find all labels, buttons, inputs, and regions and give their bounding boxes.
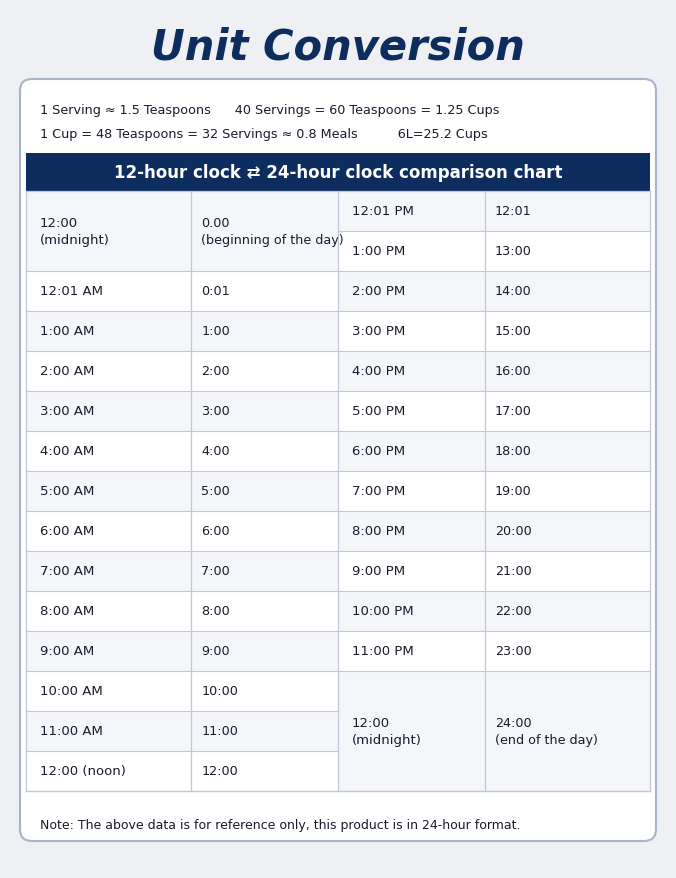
Bar bbox=[26, 471, 338, 511]
Text: 1 Serving ≈ 1.5 Teaspoons      40 Servings = 60 Teaspoons = 1.25 Cups: 1 Serving ≈ 1.5 Teaspoons 40 Servings = … bbox=[40, 104, 500, 117]
Text: 15:00: 15:00 bbox=[495, 325, 531, 338]
Text: 1:00 AM: 1:00 AM bbox=[40, 325, 95, 338]
Text: 1:00: 1:00 bbox=[201, 325, 230, 338]
Text: 12:01 AM: 12:01 AM bbox=[40, 285, 103, 299]
Bar bbox=[26, 591, 338, 631]
Text: 2:00: 2:00 bbox=[201, 365, 230, 378]
Bar bbox=[338, 551, 650, 591]
Bar bbox=[338, 312, 650, 351]
Bar bbox=[26, 752, 338, 791]
Text: 16:00: 16:00 bbox=[495, 365, 531, 378]
Text: 1 Cup = 48 Teaspoons = 32 Servings ≈ 0.8 Meals          6L=25.2 Cups: 1 Cup = 48 Teaspoons = 32 Servings ≈ 0.8… bbox=[40, 128, 488, 140]
Text: 24:00
(end of the day): 24:00 (end of the day) bbox=[495, 716, 598, 746]
Bar bbox=[338, 271, 650, 312]
Text: 4:00 PM: 4:00 PM bbox=[352, 365, 405, 378]
Bar bbox=[338, 232, 650, 271]
Text: 4:00: 4:00 bbox=[201, 445, 230, 458]
Bar bbox=[338, 511, 650, 551]
Text: 2:00 PM: 2:00 PM bbox=[352, 285, 405, 299]
Text: 21:00: 21:00 bbox=[495, 565, 531, 578]
Text: 3:00: 3:00 bbox=[201, 405, 230, 418]
Bar bbox=[26, 672, 338, 711]
Text: 22:00: 22:00 bbox=[495, 605, 531, 618]
Bar bbox=[338, 672, 650, 791]
Text: 10:00: 10:00 bbox=[201, 685, 238, 698]
Bar bbox=[26, 631, 338, 672]
Text: 8:00 AM: 8:00 AM bbox=[40, 605, 94, 618]
Text: Note: The above data is for reference only, this product is in 24-hour format.: Note: The above data is for reference on… bbox=[40, 818, 521, 831]
Bar bbox=[338, 471, 650, 511]
Bar bbox=[26, 711, 338, 752]
Text: 19:00: 19:00 bbox=[495, 485, 531, 498]
Text: 6:00 PM: 6:00 PM bbox=[352, 445, 405, 458]
Text: 5:00 AM: 5:00 AM bbox=[40, 485, 95, 498]
Text: 11:00 AM: 11:00 AM bbox=[40, 724, 103, 738]
Text: 0:01: 0:01 bbox=[201, 285, 230, 299]
Text: 8:00 PM: 8:00 PM bbox=[352, 525, 405, 538]
Bar bbox=[26, 431, 338, 471]
Bar bbox=[26, 392, 338, 431]
Bar bbox=[338, 631, 650, 672]
Bar bbox=[26, 154, 650, 191]
Text: 17:00: 17:00 bbox=[495, 405, 531, 418]
Text: 12:01 PM: 12:01 PM bbox=[352, 205, 414, 219]
Text: 5:00 PM: 5:00 PM bbox=[352, 405, 405, 418]
Text: 6:00 AM: 6:00 AM bbox=[40, 525, 94, 538]
Bar bbox=[26, 271, 338, 312]
Text: 7:00: 7:00 bbox=[201, 565, 230, 578]
Text: 13:00: 13:00 bbox=[495, 245, 531, 258]
Text: 11:00 PM: 11:00 PM bbox=[352, 644, 414, 658]
Text: Unit Conversion: Unit Conversion bbox=[151, 27, 525, 68]
Text: 18:00: 18:00 bbox=[495, 445, 531, 458]
Text: 2:00 AM: 2:00 AM bbox=[40, 365, 95, 378]
Text: 7:00 PM: 7:00 PM bbox=[352, 485, 405, 498]
Bar bbox=[338, 591, 650, 631]
Text: 8:00: 8:00 bbox=[201, 605, 230, 618]
Text: 10:00 PM: 10:00 PM bbox=[352, 605, 414, 618]
Bar bbox=[338, 431, 650, 471]
Text: 10:00 AM: 10:00 AM bbox=[40, 685, 103, 698]
Text: 5:00: 5:00 bbox=[201, 485, 230, 498]
Bar bbox=[338, 191, 650, 232]
Text: 3:00 AM: 3:00 AM bbox=[40, 405, 95, 418]
FancyBboxPatch shape bbox=[20, 80, 656, 841]
Text: 4:00 AM: 4:00 AM bbox=[40, 445, 94, 458]
Text: 12:00
(midnight): 12:00 (midnight) bbox=[352, 716, 422, 746]
Text: 12:01: 12:01 bbox=[495, 205, 531, 219]
Text: 12:00 (noon): 12:00 (noon) bbox=[40, 765, 126, 778]
Text: 3:00 PM: 3:00 PM bbox=[352, 325, 405, 338]
Bar bbox=[26, 511, 338, 551]
Bar bbox=[338, 351, 650, 392]
Text: 12-hour clock ⇄ 24-hour clock comparison chart: 12-hour clock ⇄ 24-hour clock comparison… bbox=[114, 164, 562, 182]
Text: 23:00: 23:00 bbox=[495, 644, 531, 658]
Bar bbox=[26, 312, 338, 351]
Text: 9:00: 9:00 bbox=[201, 644, 230, 658]
Text: 1:00 PM: 1:00 PM bbox=[352, 245, 405, 258]
Text: 14:00: 14:00 bbox=[495, 285, 531, 299]
Text: 9:00 PM: 9:00 PM bbox=[352, 565, 405, 578]
Text: 0.00
(beginning of the day): 0.00 (beginning of the day) bbox=[201, 217, 344, 247]
Text: 12:00: 12:00 bbox=[201, 765, 238, 778]
Text: 6:00: 6:00 bbox=[201, 525, 230, 538]
Bar bbox=[26, 191, 338, 271]
Bar bbox=[26, 351, 338, 392]
Text: 20:00: 20:00 bbox=[495, 525, 531, 538]
Bar bbox=[338, 392, 650, 431]
Text: 11:00: 11:00 bbox=[201, 724, 238, 738]
Text: 7:00 AM: 7:00 AM bbox=[40, 565, 95, 578]
Bar bbox=[26, 551, 338, 591]
Text: 9:00 AM: 9:00 AM bbox=[40, 644, 94, 658]
Text: 12:00
(midnight): 12:00 (midnight) bbox=[40, 217, 110, 247]
